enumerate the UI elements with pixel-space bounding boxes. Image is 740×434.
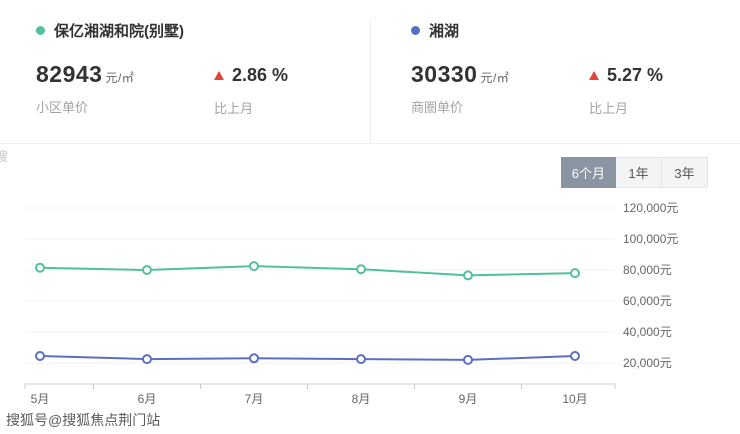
change-row: 5.27 % bbox=[589, 61, 663, 89]
series-dot-blue bbox=[411, 26, 420, 35]
community-price: 82943 元/㎡ bbox=[36, 61, 214, 88]
y-axis-label: 60,000元 bbox=[623, 294, 672, 308]
series-line bbox=[39, 355, 576, 361]
district-price: 30330 元/㎡ bbox=[411, 61, 589, 88]
price-trend-chart: 120,000元 100,000元 80,000元 60,000元 40,000元 20,… bbox=[24, 201, 678, 406]
data-point[interactable] bbox=[249, 261, 259, 272]
data-point[interactable] bbox=[356, 264, 366, 275]
stats-section: 保亿湘湖和院(别墅) 82943 元/㎡ 小区单价 2.86 % 比上月 湘湖 bbox=[0, 0, 740, 144]
change-block: 5.27 % 比上月 bbox=[589, 61, 663, 117]
price-block: 30330 元/㎡ 商圈单价 bbox=[411, 61, 589, 117]
price-block: 82943 元/㎡ 小区单价 bbox=[36, 61, 214, 117]
up-arrow-icon bbox=[589, 70, 599, 80]
y-axis-label: 120,000元 bbox=[623, 201, 678, 215]
stat-card-body: 30330 元/㎡ 商圈单价 5.27 % 比上月 bbox=[411, 61, 740, 117]
change-block: 2.86 % 比上月 bbox=[214, 61, 288, 117]
price-label: 商圈单价 bbox=[411, 100, 464, 115]
district-name: 湘湖 bbox=[429, 23, 460, 40]
change-percent: 2.86 % bbox=[232, 64, 289, 85]
data-point[interactable] bbox=[356, 354, 366, 365]
x-axis-label: 7月 bbox=[245, 392, 264, 406]
price-unit: 元/㎡ bbox=[105, 71, 135, 85]
x-axis-label: 8月 bbox=[352, 392, 371, 406]
data-point[interactable] bbox=[463, 270, 473, 281]
change-label: 比上月 bbox=[214, 101, 254, 116]
tab-3-years[interactable]: 3年 bbox=[662, 157, 708, 188]
y-axis-label: 100,000元 bbox=[623, 232, 678, 246]
change-row: 2.86 % bbox=[214, 61, 288, 89]
price-value: 30330 bbox=[411, 61, 478, 87]
watermark-partial: 搜 bbox=[0, 149, 9, 164]
x-axis-label: 6月 bbox=[138, 392, 157, 406]
stat-card-header: 保亿湘湖和院(别墅) bbox=[36, 20, 370, 41]
up-arrow-icon bbox=[214, 70, 224, 80]
price-label: 小区单价 bbox=[36, 100, 89, 115]
price-unit: 元/㎡ bbox=[480, 71, 510, 85]
data-point[interactable] bbox=[463, 354, 473, 365]
price-value: 82943 bbox=[36, 61, 103, 87]
y-axis-label: 80,000元 bbox=[623, 263, 672, 277]
y-axis-label: 40,000元 bbox=[623, 325, 672, 339]
chart-area: 120,000元 100,000元 80,000元 60,000元 40,000元 20,… bbox=[0, 188, 740, 428]
x-axis-label: 9月 bbox=[459, 392, 478, 406]
stat-card-body: 82943 元/㎡ 小区单价 2.86 % 比上月 bbox=[36, 61, 370, 117]
series-dot-green bbox=[36, 26, 45, 35]
y-axis-label: 20,000元 bbox=[623, 356, 672, 370]
data-point[interactable] bbox=[142, 354, 152, 365]
data-point[interactable] bbox=[570, 351, 580, 361]
series-line bbox=[39, 265, 576, 277]
stat-card-district: 湘湖 30330 元/㎡ 商圈单价 5.27 % 比上月 bbox=[370, 20, 740, 143]
tab-6-months[interactable]: 6个月 bbox=[560, 157, 616, 188]
stat-card-header: 湘湖 bbox=[411, 20, 740, 41]
time-range-tabs: 6个月 1年 3年 bbox=[0, 157, 740, 188]
x-axis-label: 10月 bbox=[562, 392, 587, 406]
stat-card-community: 保亿湘湖和院(别墅) 82943 元/㎡ 小区单价 2.86 % 比上月 bbox=[0, 20, 370, 143]
data-point[interactable] bbox=[35, 262, 45, 273]
change-label: 比上月 bbox=[589, 101, 629, 116]
data-point[interactable] bbox=[35, 351, 45, 361]
tab-1-year[interactable]: 1年 bbox=[616, 157, 662, 188]
community-name: 保亿湘湖和院(别墅) bbox=[54, 23, 184, 40]
data-point[interactable] bbox=[570, 268, 580, 279]
data-point[interactable] bbox=[142, 265, 152, 275]
data-point[interactable] bbox=[249, 353, 259, 364]
x-axis-label: 5月 bbox=[31, 392, 50, 406]
change-percent: 5.27 % bbox=[607, 64, 664, 85]
watermark-source: 搜狐号@搜狐焦点荆门站 bbox=[6, 412, 161, 428]
